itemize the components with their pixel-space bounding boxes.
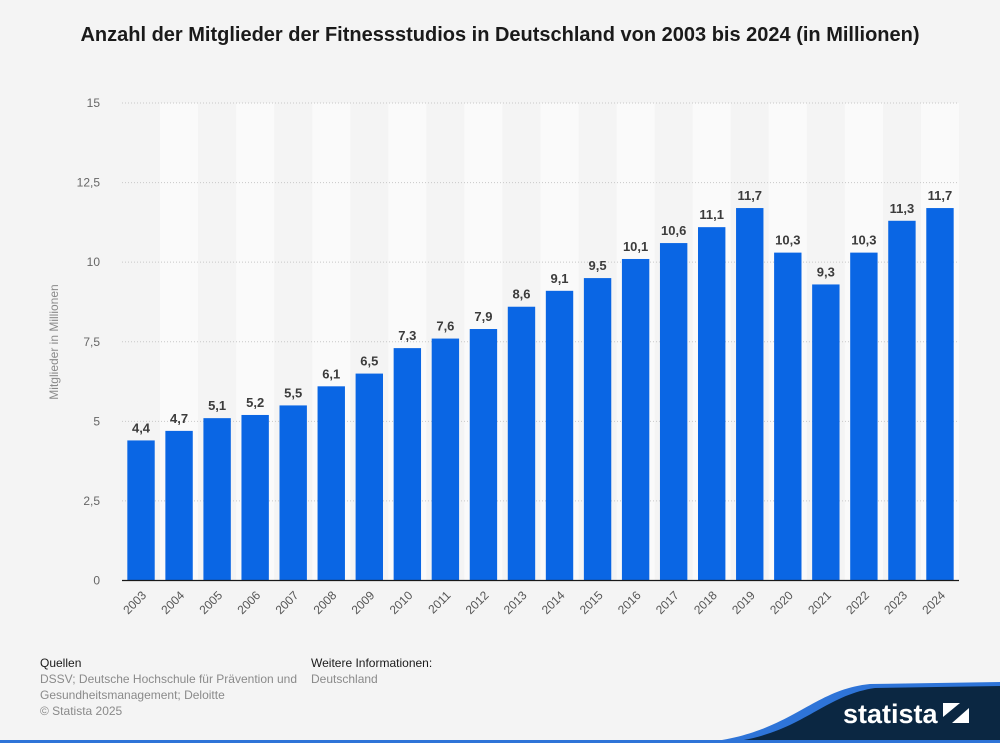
value-label: 5,1 — [208, 398, 226, 413]
value-label: 6,1 — [322, 366, 340, 381]
x-tick-label: 2006 — [234, 588, 263, 617]
x-tick-label: 2024 — [919, 588, 948, 617]
y-tick-label: 2,5 — [83, 494, 100, 508]
value-label: 9,3 — [817, 264, 835, 279]
x-tick-label: 2022 — [843, 588, 872, 617]
bar[interactable] — [279, 405, 307, 581]
y-tick-label: 7,5 — [83, 335, 100, 349]
value-label: 10,6 — [661, 223, 686, 238]
y-tick-label: 10 — [87, 255, 101, 269]
brand-swoosh-accent — [700, 682, 1000, 743]
value-label: 4,7 — [170, 411, 188, 426]
value-label: 11,7 — [928, 188, 953, 203]
statista-logo-icon — [943, 703, 969, 723]
x-tick-label: 2008 — [311, 588, 340, 617]
bar[interactable] — [469, 329, 498, 581]
value-label: 7,3 — [398, 328, 416, 343]
bar[interactable] — [583, 278, 612, 581]
x-tick-label: 2009 — [349, 588, 378, 617]
x-tick-label: 2011 — [425, 588, 453, 616]
bar[interactable] — [659, 243, 688, 581]
bars — [127, 208, 954, 581]
sources-heading: Quellen — [40, 656, 82, 670]
x-axis-ticks: 2003 2004 2005 2006 2007 2008 2009 2010 2011 2012… — [120, 588, 948, 617]
value-label: 7,9 — [474, 309, 492, 324]
y-tick-label: 15 — [87, 96, 101, 110]
y-tick-label: 5 — [93, 414, 100, 428]
x-tick-label: 2017 — [653, 588, 682, 617]
bar[interactable] — [317, 386, 345, 581]
x-tick-label: 2015 — [577, 588, 606, 617]
x-tick-label: 2003 — [120, 588, 149, 617]
bar[interactable] — [355, 373, 383, 581]
value-label: 8,6 — [512, 287, 530, 302]
value-label: 6,5 — [360, 354, 378, 369]
x-tick-label: 2023 — [881, 588, 910, 617]
sources-text: DSSV; Deutsche Hochschule für Prävention… — [40, 672, 298, 702]
sources-block: Quellen DSSV; Deutsche Hochschule für Pr… — [40, 655, 310, 719]
value-label: 10,1 — [623, 239, 648, 254]
bar[interactable] — [850, 252, 878, 581]
x-tick-label: 2004 — [158, 588, 187, 617]
x-tick-label: 2010 — [387, 588, 416, 617]
x-tick-label: 2020 — [767, 588, 796, 617]
info-heading: Weitere Informationen: — [311, 656, 433, 670]
value-label: 9,5 — [589, 258, 607, 273]
bar[interactable] — [888, 220, 916, 581]
y-axis-label: Mitglieder in Millionen — [47, 284, 61, 399]
bar[interactable] — [736, 208, 764, 581]
y-tick-label: 0 — [93, 574, 100, 588]
x-tick-label: 2016 — [615, 588, 644, 617]
x-tick-label: 2021 — [805, 588, 834, 617]
y-tick-label: 12,5 — [77, 176, 101, 190]
bar[interactable] — [127, 440, 155, 581]
copyright-text: © Statista 2025 — [40, 704, 123, 718]
x-tick-label: 2018 — [691, 588, 720, 617]
bar[interactable] — [812, 284, 840, 581]
value-labels: 4,4 4,7 5,1 5,2 5,5 6,1 6,5 7,3 7,6 7,9 8,6 9,1 9,5 1… — [132, 188, 952, 435]
x-tick-label: 2014 — [539, 588, 568, 617]
x-tick-label: 2012 — [463, 588, 492, 617]
bar[interactable] — [203, 418, 231, 581]
x-tick-label: 2005 — [196, 588, 225, 617]
x-tick-label: 2013 — [501, 588, 530, 617]
bar[interactable] — [774, 252, 802, 581]
value-label: 9,1 — [550, 271, 568, 286]
info-block: Weitere Informationen: Deutschland — [311, 655, 511, 687]
bar[interactable] — [241, 414, 269, 581]
value-label: 4,4 — [132, 420, 151, 435]
bar[interactable] — [621, 258, 650, 581]
x-tick-label: 2019 — [729, 588, 758, 617]
value-label: 5,2 — [246, 395, 264, 410]
value-label: 11,3 — [890, 201, 915, 216]
bar[interactable] — [507, 306, 536, 581]
brand-swoosh-dark — [720, 686, 1000, 743]
bar[interactable] — [926, 208, 954, 581]
value-label: 5,5 — [284, 385, 302, 400]
bar-chart: 0 2,5 5 7,5 10 12,5 15 4,4 4,7 5,1 5,2 5,5 6,1 6,5 7,… — [47, 96, 959, 617]
bar[interactable] — [165, 430, 193, 581]
value-label: 7,6 — [436, 319, 454, 334]
value-label: 11,1 — [699, 207, 724, 222]
chart-title: Anzahl der Mitglieder der Fitnessstudios… — [80, 24, 920, 46]
y-axis-ticks: 0 2,5 5 7,5 10 12,5 15 — [77, 96, 101, 588]
bar[interactable] — [393, 348, 422, 581]
bar[interactable] — [545, 290, 574, 581]
value-label: 11,7 — [737, 188, 762, 203]
value-label: 10,3 — [851, 233, 876, 248]
bar[interactable] — [431, 338, 460, 581]
bar[interactable] — [698, 227, 726, 581]
x-tick-label: 2007 — [273, 588, 302, 617]
info-link-region[interactable]: Deutschland — [311, 672, 378, 686]
value-label: 10,3 — [775, 233, 800, 248]
statista-logo-text[interactable]: statista — [843, 699, 939, 729]
